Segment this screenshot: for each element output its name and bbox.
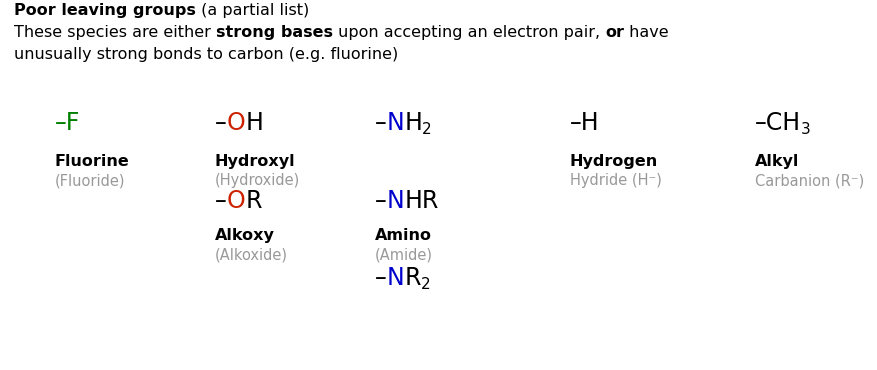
Text: Fluorine: Fluorine: [55, 154, 130, 169]
Text: –: –: [374, 111, 386, 135]
Text: R: R: [246, 189, 261, 213]
Text: –CH: –CH: [754, 111, 800, 135]
Text: N: N: [386, 189, 404, 213]
Text: upon accepting an electron pair,: upon accepting an electron pair,: [332, 25, 604, 40]
Text: Alkoxy: Alkoxy: [215, 228, 275, 243]
Text: Amino: Amino: [374, 228, 431, 243]
Text: strong bases: strong bases: [216, 25, 332, 40]
Text: (Amide): (Amide): [374, 247, 432, 262]
Text: Poor leaving groups: Poor leaving groups: [14, 3, 196, 18]
Text: H: H: [246, 111, 263, 135]
Text: 2: 2: [420, 277, 430, 292]
Text: O: O: [226, 189, 246, 213]
Text: HR: HR: [404, 189, 438, 213]
Text: –F: –F: [55, 111, 81, 135]
Text: 3: 3: [800, 122, 810, 137]
Text: (Alkoxide): (Alkoxide): [215, 247, 288, 262]
Text: or: or: [604, 25, 624, 40]
Text: 2: 2: [422, 122, 431, 137]
Text: (Hydroxide): (Hydroxide): [215, 173, 300, 188]
Text: –H: –H: [569, 111, 599, 135]
Text: N: N: [386, 111, 404, 135]
Text: (a partial list): (a partial list): [196, 3, 309, 18]
Text: –: –: [215, 111, 226, 135]
Text: Hydrogen: Hydrogen: [569, 154, 658, 169]
Text: (Fluoride): (Fluoride): [55, 173, 125, 188]
Text: N: N: [386, 266, 404, 290]
Text: Hydroxyl: Hydroxyl: [215, 154, 296, 169]
Text: These species are either: These species are either: [14, 25, 216, 40]
Text: Carbanion (R⁻): Carbanion (R⁻): [754, 173, 863, 188]
Text: –: –: [374, 189, 386, 213]
Text: unusually strong bonds to carbon (e.g. fluorine): unusually strong bonds to carbon (e.g. f…: [14, 47, 398, 62]
Text: Alkyl: Alkyl: [754, 154, 798, 169]
Text: R: R: [404, 266, 420, 290]
Text: –: –: [374, 266, 386, 290]
Text: O: O: [226, 111, 246, 135]
Text: have: have: [624, 25, 668, 40]
Text: Hydride (H⁻): Hydride (H⁻): [569, 173, 661, 188]
Text: H: H: [404, 111, 422, 135]
Text: –: –: [215, 189, 226, 213]
